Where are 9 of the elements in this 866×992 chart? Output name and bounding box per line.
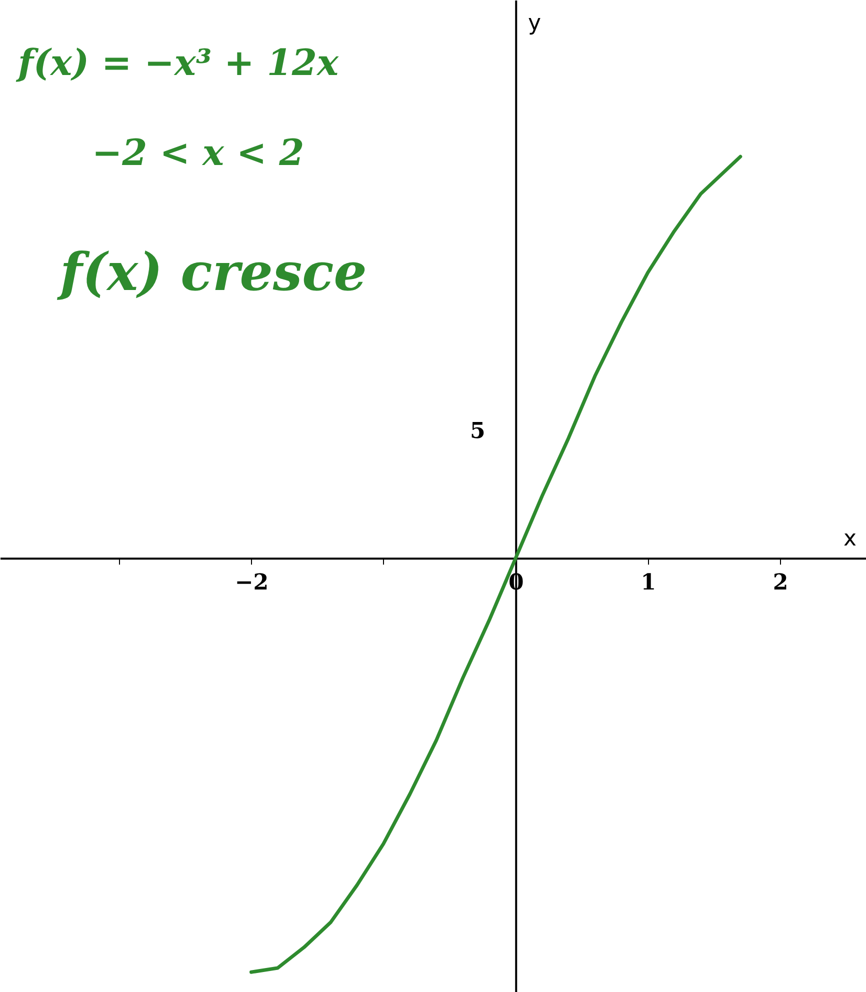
x-axis-title: x [843, 526, 856, 552]
annotation: −2 < x < 2 [92, 132, 304, 174]
annotation: f(x) cresce [56, 242, 367, 303]
x-tick-label: 2 [772, 570, 788, 596]
x-tick-label: −2 [234, 570, 269, 596]
text: f(x) = −x³ + 12x [15, 42, 339, 84]
text: y [528, 11, 542, 36]
x-tick-label: 1 [640, 570, 656, 596]
annotation: 5 [470, 418, 486, 444]
